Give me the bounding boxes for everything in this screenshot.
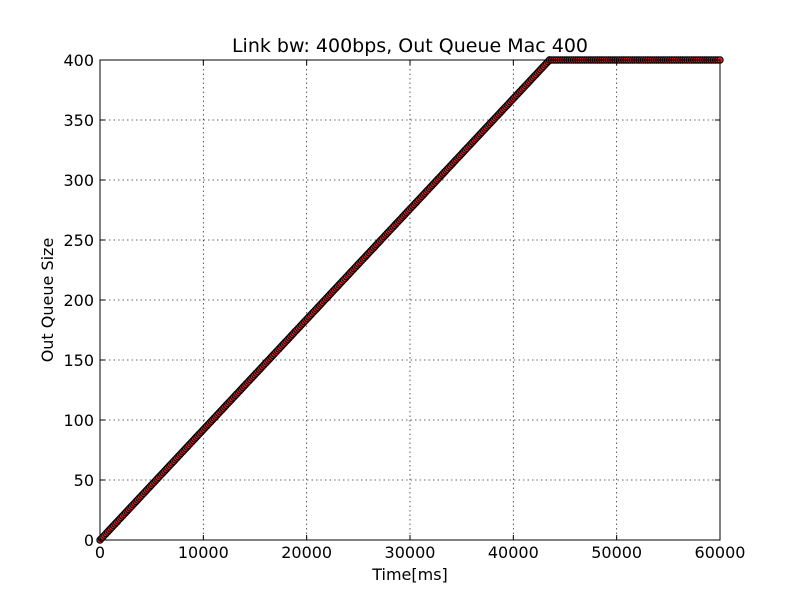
y-tick-label: 100: [63, 411, 94, 430]
y-tick-label: 50: [74, 471, 94, 490]
y-tick-label: 350: [63, 111, 94, 130]
y-tick-label: 250: [63, 231, 94, 250]
x-tick-label: 30000: [385, 543, 436, 562]
y-tick-label: 0: [84, 531, 94, 550]
tick-layer: 0 10000 20000 30000 40000 50000 60000 0 50 100 150…: [63, 51, 745, 562]
data-layer: [96, 56, 724, 544]
x-tick-label: 10000: [178, 543, 229, 562]
y-tick-label: 200: [63, 291, 94, 310]
x-tick-label: 40000: [488, 543, 539, 562]
y-tick-label: 400: [63, 51, 94, 70]
y-axis-label: Out Queue Size: [38, 238, 57, 363]
chart-title: Link bw: 400bps, Out Queue Mac 400: [232, 35, 588, 57]
x-axis-label: Time[ms]: [371, 565, 448, 584]
x-tick-label: 50000: [591, 543, 642, 562]
x-tick-label: 0: [95, 543, 105, 562]
x-tick-label: 20000: [281, 543, 332, 562]
y-tick-label: 150: [63, 351, 94, 370]
y-tick-label: 300: [63, 171, 94, 190]
x-tick-label: 60000: [695, 543, 746, 562]
